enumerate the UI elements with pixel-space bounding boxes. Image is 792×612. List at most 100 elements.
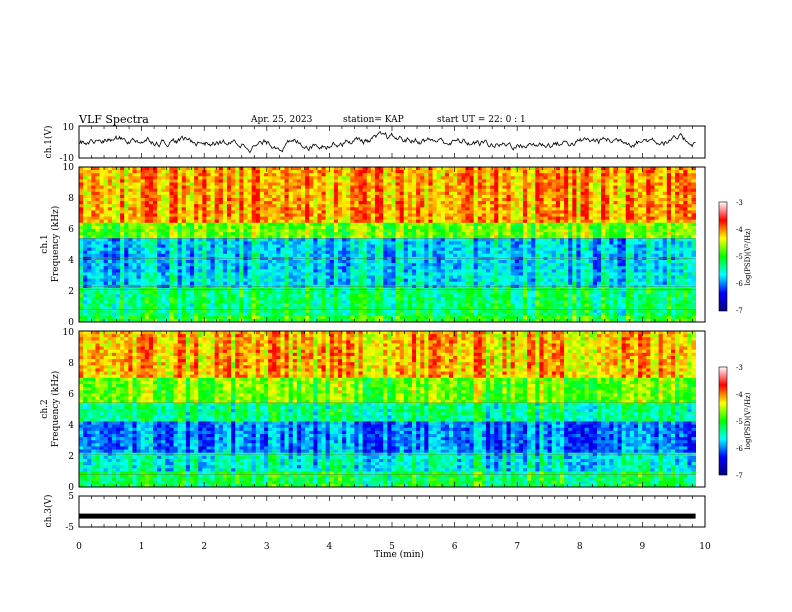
spectrogram-cell <box>161 253 166 258</box>
spectrogram-cell <box>354 194 359 199</box>
spectrogram-cell <box>539 222 544 227</box>
spectrogram-cell <box>395 198 401 202</box>
spectrogram-cell <box>226 204 232 208</box>
spectrogram-cell <box>490 260 495 264</box>
spectrogram-cell <box>263 222 269 227</box>
spectrogram-cell <box>288 247 294 252</box>
spectrogram-cell <box>469 263 475 267</box>
spectrogram-cell <box>313 170 318 174</box>
spectrogram-cell <box>399 238 405 242</box>
spectrogram-cell <box>535 263 540 267</box>
spectrogram-cell <box>362 244 368 248</box>
spectrogram-cell <box>527 191 532 196</box>
spectrogram-cell <box>506 188 512 193</box>
spectrogram-cell <box>185 191 191 196</box>
spectrogram-cell <box>144 176 150 180</box>
spectrogram-cell <box>148 173 154 177</box>
spectrogram-cell <box>568 191 573 196</box>
spectrogram-cell <box>584 191 590 196</box>
spectrogram-cell <box>91 260 96 264</box>
spectrogram-cell <box>202 213 207 217</box>
spectrogram-cell <box>342 232 347 236</box>
spectrogram-cell <box>543 167 549 171</box>
spectrogram-cell <box>99 253 105 258</box>
spectrogram-cell <box>169 201 174 205</box>
spectrogram-cell <box>675 213 680 217</box>
spectrogram-cell <box>580 241 586 245</box>
spectrogram-cell <box>477 229 483 233</box>
spectrogram-cell <box>485 260 491 264</box>
spectrogram-cell <box>259 179 265 183</box>
spectrogram-cell <box>309 201 314 205</box>
spectrogram-cell <box>206 188 211 193</box>
spectrogram-cell <box>136 213 142 217</box>
spectrogram-cell <box>596 216 602 221</box>
spectrogram-cell <box>617 201 623 205</box>
spectrogram-cell <box>235 216 240 221</box>
spectrogram-cell <box>103 244 109 248</box>
spectrogram-cell <box>522 253 528 258</box>
spectrogram-cell <box>87 241 92 245</box>
spectrogram-cell <box>383 194 388 199</box>
spectrogram-cell <box>564 170 569 174</box>
spectrogram-cell <box>116 191 121 196</box>
spectrogram-cell <box>152 207 158 211</box>
spectrogram-cell <box>440 235 446 239</box>
spectrogram-cell <box>432 182 438 186</box>
spectrogram-cell <box>469 225 475 230</box>
spectrogram-cell <box>498 191 503 196</box>
spectrogram-cell <box>214 201 220 205</box>
spectrogram-cell <box>132 210 137 214</box>
spectrogram-cell <box>169 238 174 242</box>
spectrogram-cell <box>317 219 322 224</box>
spectrogram-cell <box>128 260 133 264</box>
spectrogram-cell <box>362 247 368 252</box>
spectrogram-cell <box>268 225 273 230</box>
spectrogram-cell <box>481 210 487 214</box>
spectrogram-cell <box>305 210 310 214</box>
spectrogram-cell <box>152 182 158 186</box>
spectrogram-cell <box>416 263 421 267</box>
spectrogram-cell <box>522 210 528 214</box>
spectrogram-cell <box>124 260 129 264</box>
spectrogram-cell <box>469 194 475 199</box>
spectrogram-cell <box>346 188 351 193</box>
spectrogram-cell <box>185 185 191 190</box>
spectrogram-cell <box>662 232 668 236</box>
spectrogram-cell <box>588 244 594 248</box>
spectrogram-cell <box>329 222 335 227</box>
spectrogram-cell <box>551 213 557 217</box>
spectrogram-cell <box>379 167 384 171</box>
spectrogram-cell <box>305 173 310 177</box>
spectrogram-cell <box>374 191 380 196</box>
spectrogram-cell <box>350 241 355 245</box>
spectrogram-cell <box>366 167 372 171</box>
spectrogram-cell <box>144 185 150 190</box>
spectrogram-cell <box>284 222 290 227</box>
spectrogram-cell <box>420 247 425 252</box>
spectrogram-cell <box>235 210 240 214</box>
spectrogram-cell <box>646 185 651 190</box>
spectrogram-cell <box>629 244 635 248</box>
spectrogram-cell <box>116 229 121 233</box>
spectrogram-cell <box>535 238 540 242</box>
spectrogram-cell <box>374 250 380 255</box>
spectrogram-cell <box>247 179 253 183</box>
spectrogram-cell <box>407 173 413 177</box>
spectrogram-cell <box>601 173 606 177</box>
spectrogram-cell <box>366 229 372 233</box>
spectrogram-cell <box>506 235 512 239</box>
spectrogram-cell <box>559 247 565 252</box>
spectrogram-cell <box>374 182 380 186</box>
spectrogram-cell <box>494 182 499 186</box>
spectrogram-cell <box>383 176 388 180</box>
spectrogram-cell <box>272 210 277 214</box>
spectrogram-cell <box>366 204 372 208</box>
spectrogram-cell <box>485 188 491 193</box>
spectrogram-cell <box>654 219 660 224</box>
spectrogram-cell <box>638 213 643 217</box>
spectrogram-cell <box>432 185 438 190</box>
spectrogram-cell <box>547 222 553 227</box>
spectrogram-cell <box>481 213 487 217</box>
spectrogram-cell <box>411 225 417 230</box>
